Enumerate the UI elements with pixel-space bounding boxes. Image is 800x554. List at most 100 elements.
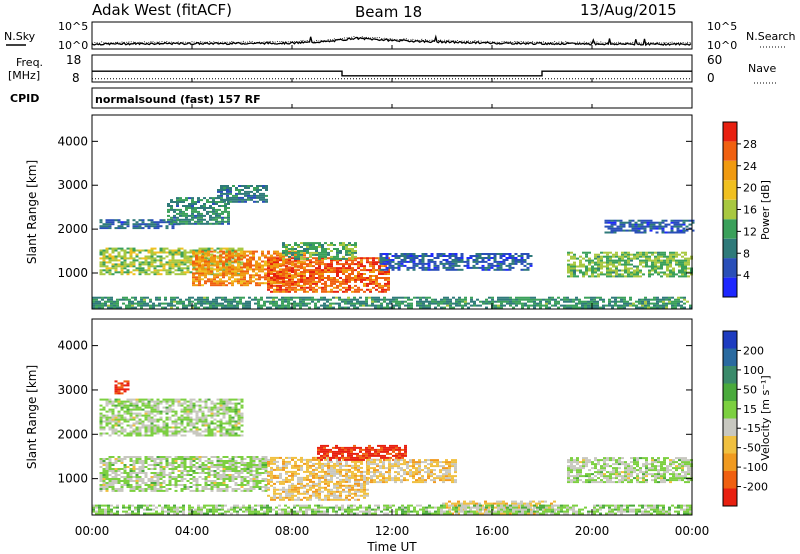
heatmap-cell [430, 259, 434, 261]
heatmap-cell [321, 246, 324, 248]
heatmap-cell [416, 304, 419, 307]
heatmap-cell [455, 302, 458, 305]
heatmap-cell [204, 249, 208, 252]
heatmap-cell [312, 286, 315, 289]
heatmap-cell [517, 259, 521, 261]
heatmap-cell [366, 259, 369, 262]
heatmap-cell [213, 456, 217, 458]
heatmap-cell [318, 265, 321, 268]
heatmap-cell [653, 298, 656, 301]
heatmap-cell [570, 267, 573, 270]
heatmap-cell [279, 286, 282, 289]
heatmap-cell [294, 290, 297, 293]
heatmap-cell [318, 480, 321, 483]
heatmap-cell [183, 271, 187, 274]
heatmap-cell [108, 267, 112, 270]
heatmap-cell [296, 304, 299, 307]
heatmap-cell [173, 216, 176, 219]
heatmap-cell [317, 448, 320, 451]
freq-panel-frame [91, 54, 693, 83]
heatmap-cell [548, 302, 551, 305]
heatmap-cell [309, 269, 312, 272]
heatmap-cell [159, 259, 163, 262]
heatmap-cell [348, 265, 351, 268]
heatmap-cell [360, 275, 363, 277]
heatmap-cell [144, 273, 148, 276]
heatmap-cell [523, 268, 527, 271]
heatmap-cell [638, 300, 641, 303]
heatmap-cell [249, 488, 253, 490]
heatmap-cell [603, 255, 606, 258]
heatmap-cell [132, 261, 136, 264]
heatmap-cell [333, 290, 336, 293]
heatmap-cell [294, 265, 297, 268]
heatmap-cell [351, 484, 354, 487]
heatmap-cell [539, 300, 542, 303]
heatmap-cell [600, 255, 603, 258]
heatmap-cell [299, 306, 302, 309]
heatmap-cell [330, 460, 333, 463]
heatmap-cell [391, 264, 395, 267]
heatmap-cell [297, 250, 300, 252]
heatmap-cell [481, 253, 485, 255]
heatmap-cell [327, 456, 330, 459]
heatmap-cell [677, 298, 680, 301]
heatmap-cell [684, 251, 687, 254]
heatmap-cell [570, 271, 573, 274]
heatmap-cell [348, 464, 351, 467]
heatmap-cell [192, 489, 196, 492]
heatmap-cell [634, 227, 638, 230]
heatmap-cell [225, 270, 228, 273]
heatmap-cell [597, 265, 600, 268]
heatmap-cell [645, 259, 648, 262]
heatmap-cell [378, 273, 381, 275]
heatmap-cell [150, 468, 154, 470]
heatmap-cell [650, 298, 653, 301]
heatmap-cell [409, 266, 413, 269]
heatmap-cell [363, 290, 366, 293]
heatmap-cell [177, 263, 181, 266]
heatmap-cell [191, 208, 194, 211]
heatmap-cell [666, 257, 669, 260]
heatmap-cell [216, 462, 220, 464]
heatmap-cell [180, 476, 184, 478]
heatmap-cell [273, 474, 276, 477]
heatmap-cell [108, 466, 112, 468]
heatmap-cell [188, 203, 191, 205]
heatmap-cell [141, 460, 145, 462]
heatmap-cell [255, 484, 259, 486]
heatmap-cell [215, 214, 218, 217]
heatmap-cell [201, 254, 204, 257]
heatmap-cell [222, 480, 226, 482]
heatmap-cell [668, 300, 671, 303]
heatmap-cell [315, 290, 318, 293]
heatmap-cell [240, 257, 244, 260]
heatmap-cell [324, 494, 327, 497]
heatmap-cell [336, 275, 339, 277]
heatmap-cell [369, 290, 372, 293]
heatmap-cell [579, 265, 582, 268]
heatmap-cell [299, 304, 302, 307]
heatmap-cell [147, 269, 151, 272]
heatmap-cell [629, 296, 632, 299]
heatmap-cell [339, 259, 342, 262]
heatmap-cell [126, 486, 130, 488]
heatmap-cell [270, 286, 273, 289]
heatmap-cell [150, 480, 154, 482]
heatmap-cell [122, 298, 125, 301]
heatmap-cell [318, 261, 321, 264]
heatmap-cell [448, 264, 452, 267]
heatmap-cell [198, 252, 201, 255]
heatmap-cell [329, 302, 332, 305]
heatmap-cell [150, 261, 154, 264]
heatmap-cell [663, 251, 666, 254]
heatmap-cell [144, 255, 148, 258]
heatmap-cell [490, 262, 494, 265]
heatmap-cell [353, 302, 356, 305]
heatmap-cell [234, 468, 238, 470]
heatmap-cell [224, 205, 227, 207]
heatmap-cell [606, 257, 609, 260]
heatmap-cell [165, 466, 169, 468]
heatmap-cell [153, 259, 157, 262]
heatmap-cell [216, 476, 220, 478]
